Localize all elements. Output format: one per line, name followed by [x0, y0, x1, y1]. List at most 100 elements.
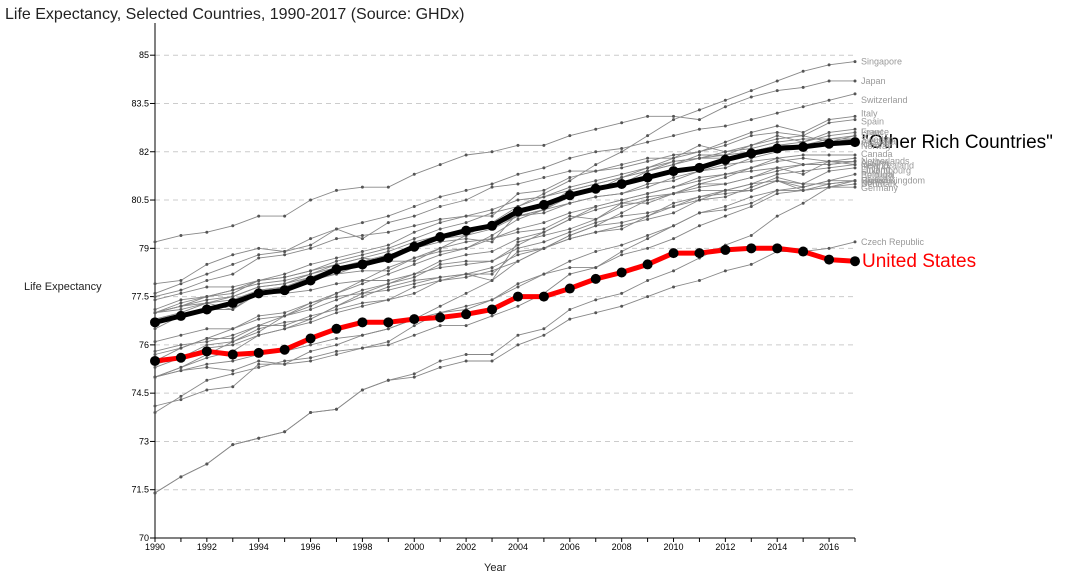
- data-point-united-kingdom: [646, 214, 650, 218]
- x-tick-label: 2006: [560, 542, 580, 552]
- data-point-germany: [749, 188, 753, 192]
- data-point-switzerland: [179, 282, 183, 286]
- data-point-germany: [309, 317, 313, 321]
- data-point-luxembourg: [386, 285, 390, 289]
- series-label-netherlands: Netherlands: [861, 156, 910, 166]
- data-point-switzerland: [801, 105, 805, 109]
- data-point-united-states: [253, 347, 264, 358]
- data-point-japan: [542, 143, 546, 147]
- data-point-spain: [827, 121, 831, 125]
- y-tick-label: 77.5: [131, 292, 149, 302]
- data-point-united-states: [279, 344, 290, 355]
- data-point-germany: [283, 327, 287, 331]
- data-point-finland: [334, 311, 338, 315]
- data-point-czech-republic: [412, 375, 416, 379]
- data-point-united-states: [409, 314, 420, 325]
- data-point-luxembourg: [568, 227, 572, 231]
- data-point-australia: [723, 150, 727, 154]
- data-point-portugal: [542, 272, 546, 276]
- series-line-japan: [154, 80, 855, 243]
- data-point-switzerland: [309, 237, 313, 241]
- data-point-belgium: [568, 233, 572, 237]
- data-point-italy: [801, 130, 805, 134]
- chart-title: Life Expectancy, Selected Countries, 199…: [5, 6, 465, 23]
- data-point-denmark: [723, 214, 727, 218]
- data-point-new-zealand: [749, 169, 753, 173]
- data-point-switzerland: [464, 188, 468, 192]
- data-point-united-kingdom: [516, 259, 520, 263]
- data-point-united-states: [668, 248, 679, 259]
- data-point-italy: [309, 262, 313, 266]
- series-label-luxembourg: Luxembourg: [861, 166, 911, 176]
- series-label-austria: Austria: [861, 157, 889, 167]
- series-label-france: France: [861, 127, 889, 137]
- data-point-canada: [257, 279, 261, 282]
- series-line-luxembourg: [154, 157, 856, 365]
- data-point-ireland: [334, 336, 338, 340]
- data-point-portugal: [827, 179, 831, 183]
- data-point-japan: [516, 143, 520, 147]
- data-point-sweden: [334, 237, 338, 241]
- data-point-greece: [542, 227, 546, 231]
- data-point-other-rich-countries: [772, 143, 783, 154]
- data-point-netherlands: [153, 311, 157, 315]
- data-point-japan: [568, 134, 572, 138]
- data-point-united-states: [694, 248, 705, 259]
- data-point-slovenia: [620, 250, 624, 254]
- data-point-singapore: [749, 89, 753, 93]
- data-point-slovenia: [853, 179, 857, 183]
- data-point-other-rich-countries: [461, 225, 472, 236]
- data-point-canada: [827, 153, 831, 157]
- data-point-new-zealand: [360, 282, 364, 286]
- data-point-portugal: [386, 340, 390, 344]
- data-point-singapore: [827, 63, 831, 67]
- data-point-united-states: [772, 243, 783, 254]
- data-point-australia: [490, 211, 494, 215]
- data-point-iceland: [386, 221, 390, 225]
- data-point-united-states: [564, 283, 575, 294]
- data-point-japan: [205, 230, 209, 234]
- data-point-australia: [542, 195, 546, 199]
- data-point-canada: [853, 153, 857, 157]
- data-point-iceland: [334, 227, 338, 231]
- data-point-slovenia: [827, 182, 831, 186]
- data-point-korea: [801, 201, 805, 205]
- data-point-finland: [646, 217, 650, 221]
- data-point-other-rich-countries: [435, 232, 446, 243]
- data-point-germany: [438, 262, 442, 266]
- data-point-slovenia: [438, 324, 442, 328]
- data-point-canada: [205, 285, 209, 289]
- data-point-sweden: [309, 246, 313, 250]
- x-tick-label: 1994: [249, 542, 269, 552]
- data-point-slovenia: [283, 359, 287, 363]
- data-point-other-rich-countries: [331, 264, 342, 275]
- series-label-switzerland: Switzerland: [861, 95, 908, 105]
- data-point-belgium: [697, 198, 701, 202]
- data-point-singapore: [801, 69, 805, 73]
- data-point-united-kingdom: [490, 269, 494, 273]
- data-point-austria: [516, 237, 520, 241]
- data-point-czech-republic: [827, 246, 831, 250]
- series-label-portugal: Portugal: [861, 169, 895, 179]
- data-point-united-kingdom: [205, 336, 209, 340]
- data-point-united-kingdom: [257, 324, 261, 328]
- data-point-denmark: [853, 182, 857, 186]
- data-point-korea: [672, 269, 676, 273]
- y-tick-label: 73: [139, 436, 149, 446]
- data-point-iceland: [801, 134, 805, 138]
- data-point-canada: [309, 269, 313, 273]
- data-point-iceland: [490, 185, 494, 189]
- data-point-greece: [490, 237, 494, 241]
- data-point-belgium: [749, 185, 753, 189]
- data-point-czech-republic: [360, 388, 364, 392]
- data-point-other-rich-countries: [720, 154, 731, 165]
- data-point-norway: [386, 269, 390, 273]
- data-point-iceland: [646, 156, 650, 160]
- data-point-united-states: [357, 317, 368, 328]
- data-point-sweden: [205, 279, 209, 282]
- data-point-ireland: [464, 291, 468, 295]
- data-point-united-kingdom: [412, 285, 416, 289]
- data-point-czech-republic: [672, 285, 676, 289]
- data-point-united-states: [824, 254, 835, 265]
- series-line-other-rich-countries: [154, 139, 856, 325]
